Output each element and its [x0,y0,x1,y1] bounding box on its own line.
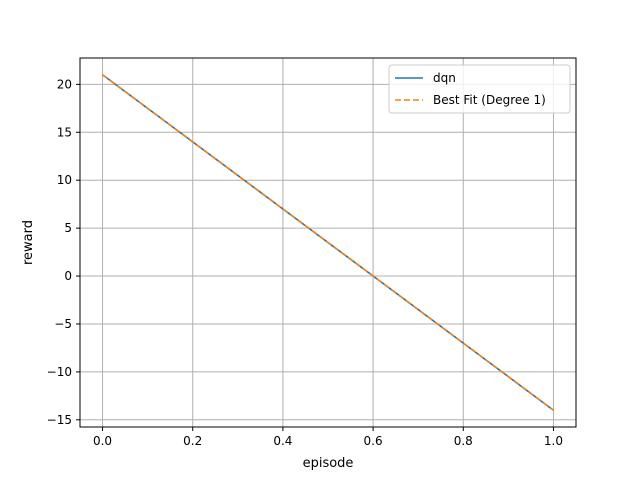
y-tick-label: 10 [57,173,72,187]
legend: dqn Best Fit (Degree 1) [388,64,571,114]
x-tick-label: 0.2 [183,434,202,448]
x-axis-label: episode [303,456,354,471]
x-tick-label: 0.4 [273,434,292,448]
y-tick-label: 20 [57,77,72,91]
series-lines [102,74,554,411]
plot-frame [79,57,577,428]
y-tick-label: −5 [54,317,72,331]
legend-label: Best Fit (Degree 1) [433,93,546,107]
grid-lines [80,58,576,427]
series-line-best-fit-degree-1 [102,74,554,411]
legend-box [388,64,571,114]
y-tick-label: 5 [64,221,72,235]
x-tick-label: 0.6 [364,434,383,448]
x-tick-label: 0.0 [93,434,112,448]
axis-ticks: 0.0 0.2 0.4 0.6 0.8 1.0 −15 −10 −5 0 5 10 15 20 [47,77,563,448]
y-tick-label: 15 [57,125,72,139]
y-tick-label: −15 [47,413,72,427]
x-tick-label: 0.8 [454,434,473,448]
y-tick-label: −10 [47,365,72,379]
legend-label: dqn [433,71,456,85]
x-tick-label: 1.0 [544,434,563,448]
y-tick-label: 0 [64,269,72,283]
y-axis-label: reward [21,220,36,265]
